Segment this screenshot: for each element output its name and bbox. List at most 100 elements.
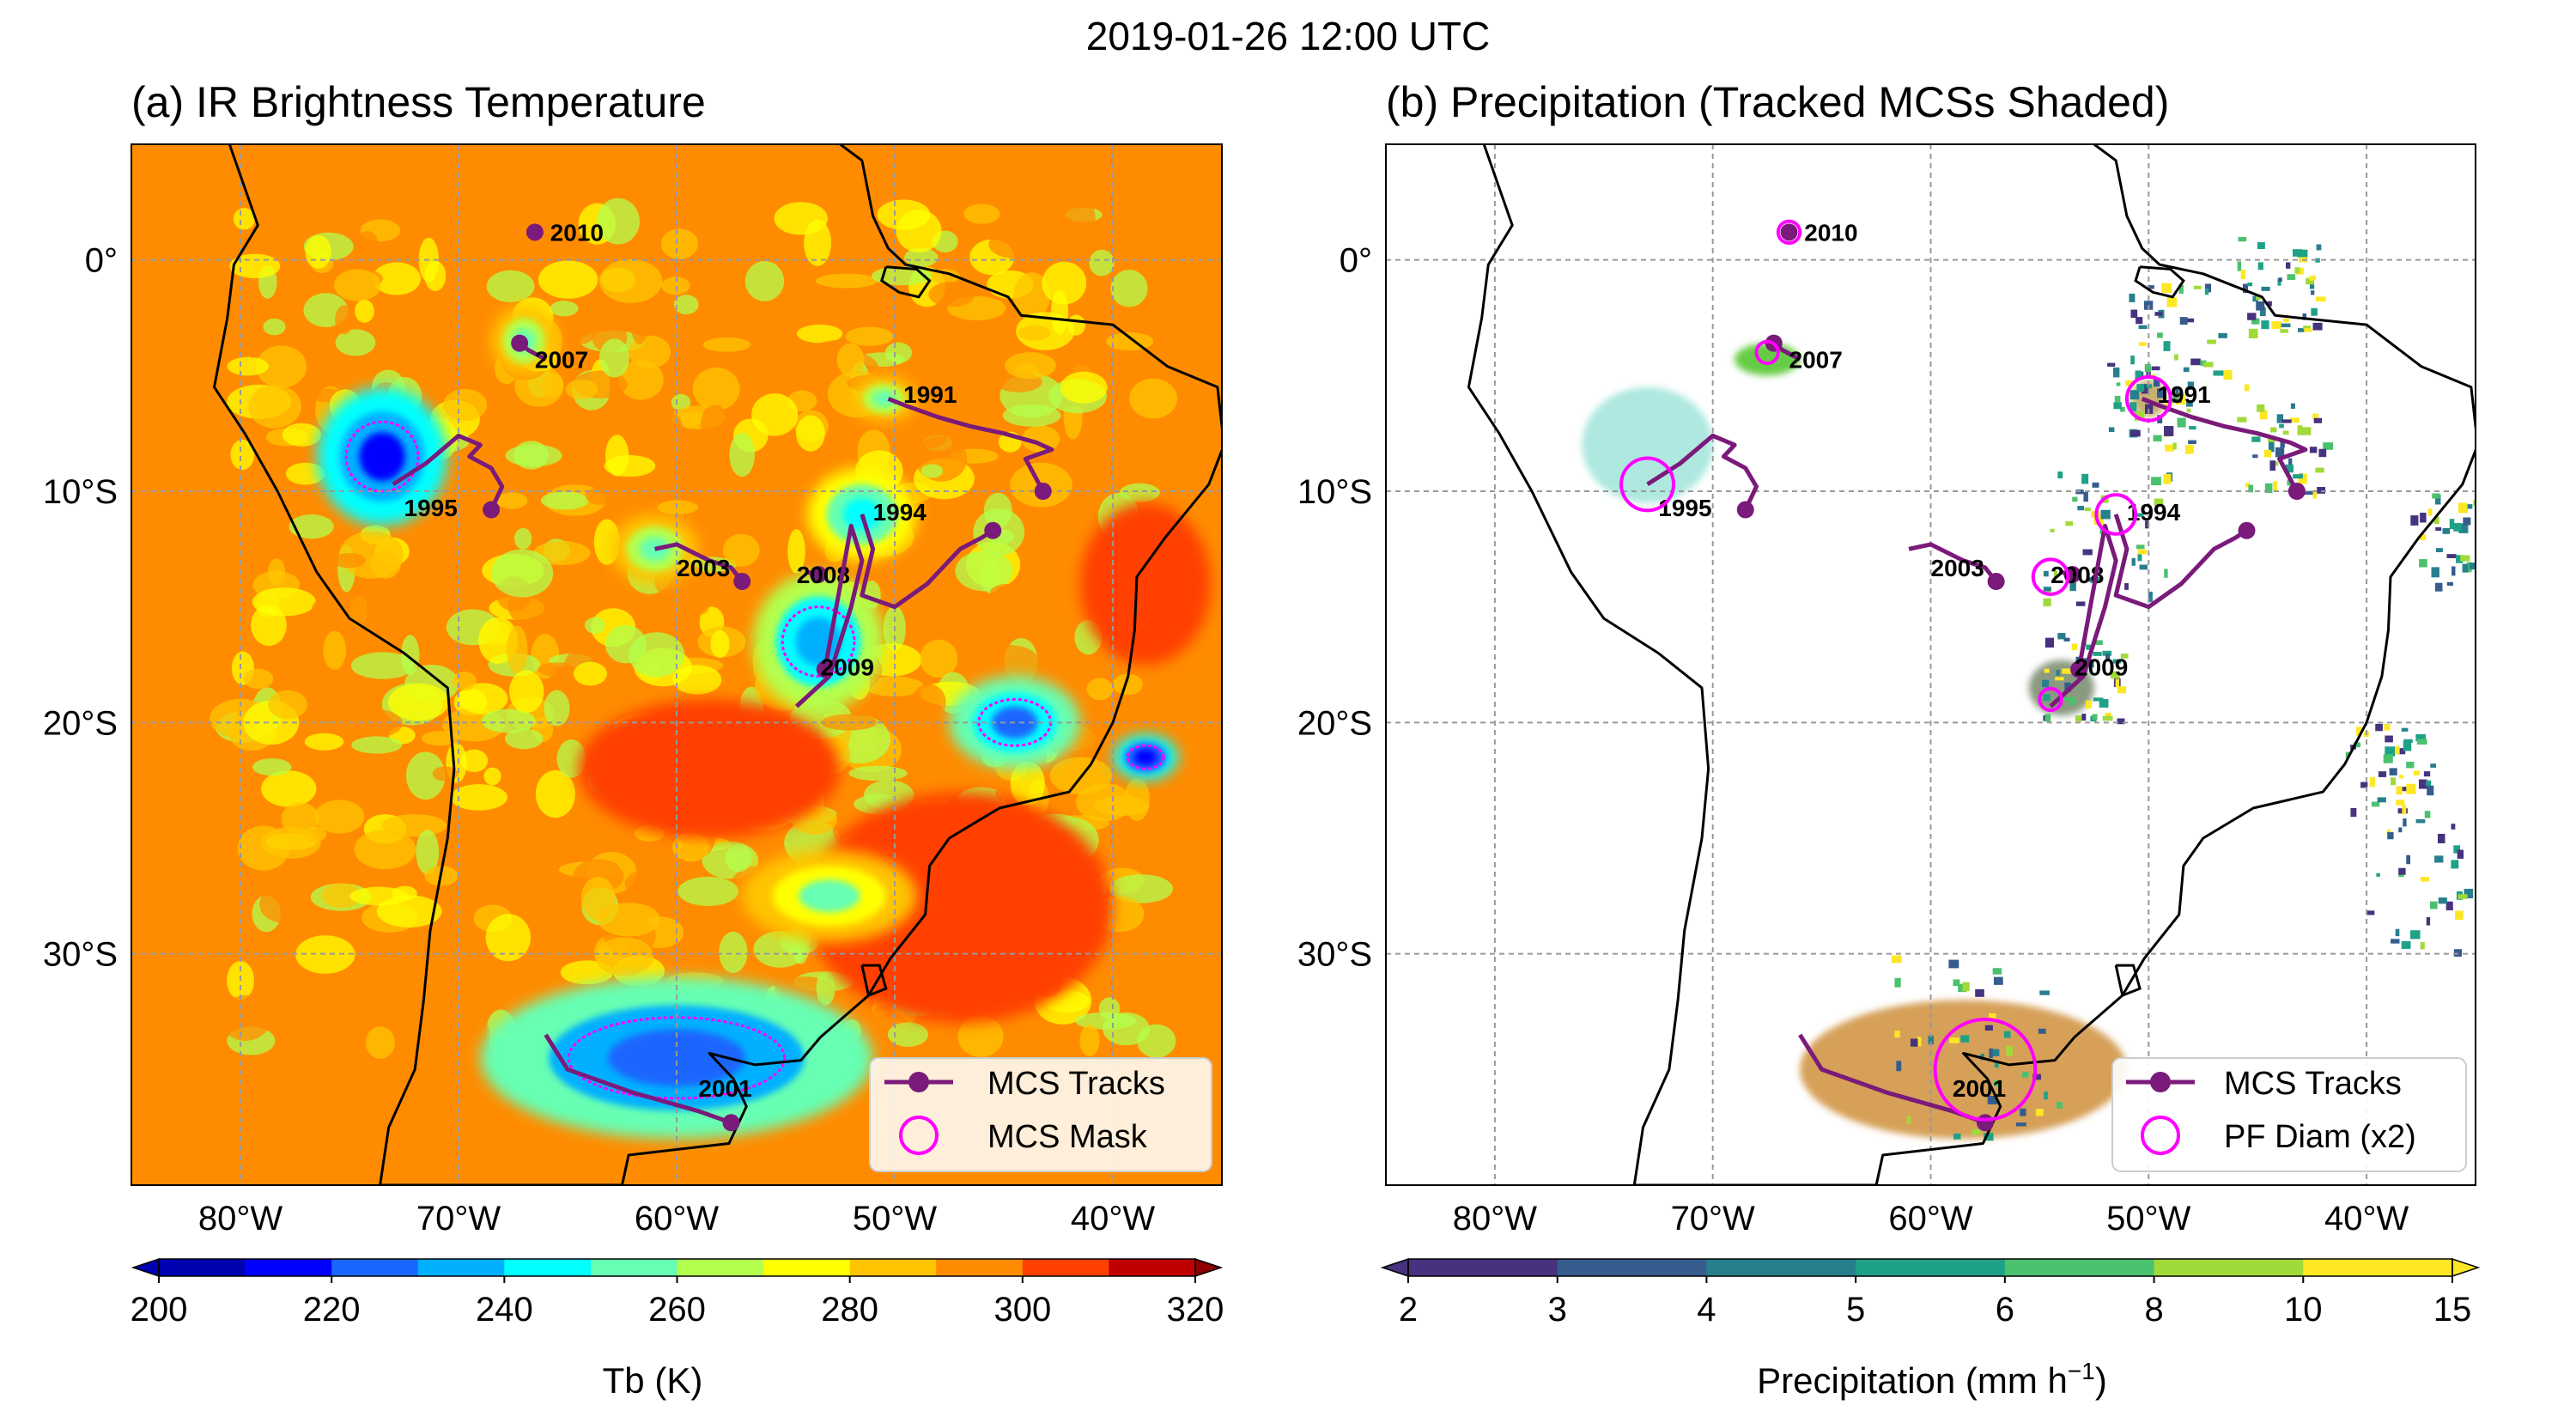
panel-a-cloud-speck-353 [377, 578, 428, 618]
panel-b-speck-334 [2044, 1092, 2048, 1100]
panel-a-cloud-speck-479 [1066, 197, 1096, 240]
panel-a-cloud-speck-497 [596, 198, 640, 245]
panel-b-speck-19 [2130, 356, 2135, 365]
panel-a-cloud-speck-393 [820, 714, 878, 731]
colorbar-a-tick-5: 300 [993, 1291, 1051, 1329]
panel-a-cloud-speck-71 [261, 770, 317, 807]
panel-b-pf-circle-2007 [1754, 339, 1780, 366]
panel-a-cloud-speck-421 [565, 379, 598, 399]
panel-a-cloud-speck-385 [416, 830, 440, 874]
panel-b-speck-341 [1990, 1049, 2000, 1056]
panel-b-speck-160 [2402, 787, 2408, 792]
panel-b-speck-8 [2165, 444, 2174, 452]
panel-a-cloud-speck-144 [722, 533, 760, 567]
panel-b-speck-172 [2406, 783, 2416, 794]
panel-b-speck-275 [2488, 563, 2498, 568]
panel-a-cloud-speck-388 [574, 661, 607, 686]
panel-a-legend: MCS Tracks MCS Mask [869, 1057, 1212, 1172]
panel-b-speck-399 [2203, 362, 2214, 368]
panel-b-speck-305 [2297, 249, 2308, 258]
panel-b-speck-184 [2403, 739, 2413, 743]
panel-b-speck-357 [2035, 1109, 2044, 1116]
panel-a-cloud-speck-84 [540, 491, 589, 510]
panel-b-speck-267 [2473, 500, 2476, 507]
panel-a-cloud-speck-340 [692, 367, 740, 411]
colorbar-a-segment-3 [417, 1259, 505, 1276]
panel-a-ytick-3: 30°S [43, 936, 118, 974]
panel-a-cloud-speck-161 [314, 800, 365, 834]
panel-b-speck-77 [2100, 509, 2111, 520]
panel-b-speck-319 [2240, 270, 2245, 280]
panel-b-speck-376 [2136, 317, 2143, 325]
panel-a-cold-core-4 [872, 390, 896, 407]
panel-b-speck-65 [2043, 570, 2049, 577]
panel-a-cloud-speck-510 [491, 549, 554, 598]
panel-b-speck-273 [2427, 508, 2433, 516]
panel-b-speck-25 [2108, 427, 2115, 433]
panel-b-speck-139 [2323, 442, 2334, 450]
panel-b-speck-135 [2290, 403, 2295, 409]
panel-a-cloud-speck-211 [657, 500, 698, 515]
panel-a-ytick-2: 20°S [43, 704, 118, 742]
panel-b-speck-256 [2451, 566, 2456, 576]
panel-b-speck-230 [2455, 910, 2464, 921]
colorbar-b-tick-0: 2 [1399, 1291, 1418, 1329]
panel-b-speck-155 [2312, 413, 2319, 420]
panel-b-precip-speckles [1891, 236, 2503, 1141]
panel-b-speck-264 [2492, 510, 2500, 518]
panel-b-speck-380 [2129, 293, 2136, 302]
panel-a-cloud-speck-498 [911, 684, 946, 721]
panel-b-speck-262 [2462, 563, 2469, 573]
panel-b-speck-82 [2120, 654, 2129, 659]
panel-a-cloud-speck-499 [509, 670, 544, 714]
panel-b-marajo-island [2134, 265, 2185, 299]
colorbar-a-segment-4 [504, 1259, 592, 1276]
panel-b-speck-110 [2042, 679, 2050, 688]
panel-a-cloud-speck-303 [929, 269, 961, 283]
legend-b-pf-circle-icon [2141, 1116, 2180, 1155]
panel-b-speck-285 [2316, 244, 2322, 251]
panel-a-cloud-speck-381 [605, 625, 647, 664]
panel-a-track-label-1994: 1994 [873, 499, 927, 526]
legend-b-track-marker-icon [2150, 1072, 2171, 1092]
panel-a-cloud-speck-440 [725, 843, 752, 873]
panel-b-speck-37 [2153, 379, 2160, 387]
panel-b-speck-383 [2177, 417, 2186, 428]
panel-b-speck-18 [2175, 392, 2184, 397]
panel-b-speck-308 [2315, 258, 2320, 263]
panel-b-speck-36 [2188, 440, 2196, 445]
panel-b-speck-389 [2138, 325, 2148, 329]
panel-b-speck-151 [2281, 419, 2292, 423]
panel-a-frame [131, 143, 1223, 1186]
panel-b-speck-203 [2391, 939, 2400, 944]
panel-b-speck-278 [2432, 493, 2440, 499]
panel-a-cloud-speck-133 [535, 769, 575, 818]
panel-b-speck-207 [2493, 838, 2498, 847]
panel-a-cloud-speck-200 [755, 350, 807, 372]
panel-a-cloud-speck-389 [485, 914, 532, 962]
panel-b-speck-286 [2311, 307, 2318, 316]
panel-a-track-end-2008 [810, 565, 828, 583]
panel-b-speck-198 [2377, 797, 2386, 803]
colorbar-b-segment-5 [2154, 1259, 2304, 1276]
panel-a-coastline-path [213, 144, 1222, 1185]
panel-a-cloud-speck-447 [442, 388, 488, 422]
panel-a-xtick-0: 80°W [198, 1200, 283, 1238]
panel-b-pf-circle-2009 [2038, 686, 2063, 713]
panel-a-cloud-speck-397 [338, 708, 403, 739]
panel-a-cloud-speck-191 [550, 301, 579, 317]
panel-b-speck-337 [1953, 979, 1960, 987]
panel-b-speck-133 [2315, 467, 2324, 473]
panel-b-speck-271 [2497, 512, 2503, 521]
colorbar-b-extend-low [1380, 1257, 1409, 1278]
panel-b-speck-330 [1906, 1116, 1911, 1124]
panel-b-speck-86 [2064, 682, 2072, 692]
panel-b-speck-309 [2315, 296, 2326, 301]
panel-a-cloud-speck-305 [369, 942, 401, 982]
panel-a-cloud-speck-456 [1060, 371, 1108, 404]
panel-b-speck-287 [2280, 329, 2289, 333]
panel-b-speck-382 [2130, 309, 2138, 319]
panel-b-speck-299 [2278, 277, 2282, 282]
panel-b-speck-295 [2237, 261, 2242, 271]
panel-b-speck-296 [2267, 301, 2272, 307]
